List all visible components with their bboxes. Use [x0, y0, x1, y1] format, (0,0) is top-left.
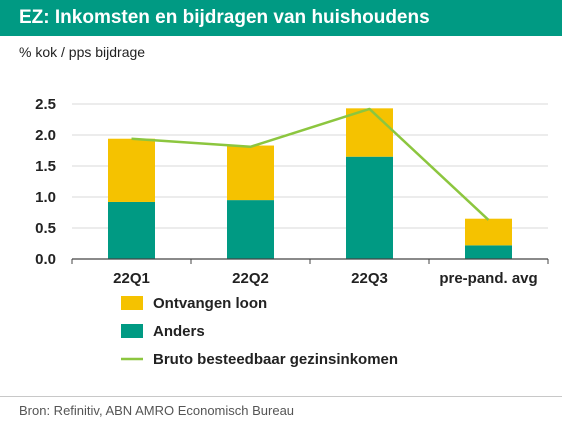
line-series-bruto-besteedbaar-gezinsinkomen — [131, 107, 490, 221]
bar-anders — [108, 201, 155, 259]
y-tick-label: 1.0 — [35, 189, 56, 206]
y-tick-label: 2.5 — [35, 96, 56, 113]
stacked-bar-line-chart: 0.0 0.5 1.0 1.5 2.0 2.5 22Q1 22Q2 22Q3 pre-pand. … — [35, 96, 549, 368]
bar-ontvangen-loon — [108, 138, 155, 202]
bar-ontvangen-loon — [346, 108, 393, 157]
x-tick-label: pre-pand. avg — [439, 270, 537, 287]
y-axis-label: % kok / pps bijdrage — [19, 44, 146, 60]
legend-label: Ontvangen loon — [153, 295, 267, 312]
y-tick-label: 2.0 — [35, 127, 56, 144]
bar-ontvangen-loon — [465, 218, 512, 246]
y-tick-label: 1.5 — [35, 158, 56, 175]
legend-label: Bruto besteedbaar gezinsinkomen — [153, 351, 398, 368]
series-lines — [131, 107, 490, 221]
y-tick-label: 0.0 — [35, 251, 56, 268]
x-tick-label: 22Q1 — [113, 270, 150, 287]
x-tick-label: 22Q3 — [351, 270, 388, 287]
chart-title: EZ: Inkomsten en bijdragen van huishoude… — [0, 0, 562, 36]
bar-anders — [465, 245, 512, 259]
source-note: Bron: Refinitiv, ABN AMRO Economisch Bur… — [19, 403, 295, 418]
legend: Ontvangen loon Anders Bruto besteedbaar ge… — [121, 295, 398, 368]
bar-anders — [227, 200, 274, 259]
legend-label: Anders — [153, 323, 205, 340]
source-divider — [0, 396, 562, 397]
bars — [108, 108, 512, 259]
bar-ontvangen-loon — [227, 145, 274, 201]
legend-swatch — [121, 324, 143, 338]
y-tick-label: 0.5 — [35, 220, 56, 237]
legend-swatch — [121, 296, 143, 310]
axes — [71, 258, 549, 264]
x-tick-label: 22Q2 — [232, 270, 269, 287]
bar-anders — [346, 156, 393, 259]
tick-labels: 0.0 0.5 1.0 1.5 2.0 2.5 22Q1 22Q2 22Q3 pre-pand. … — [35, 96, 538, 287]
